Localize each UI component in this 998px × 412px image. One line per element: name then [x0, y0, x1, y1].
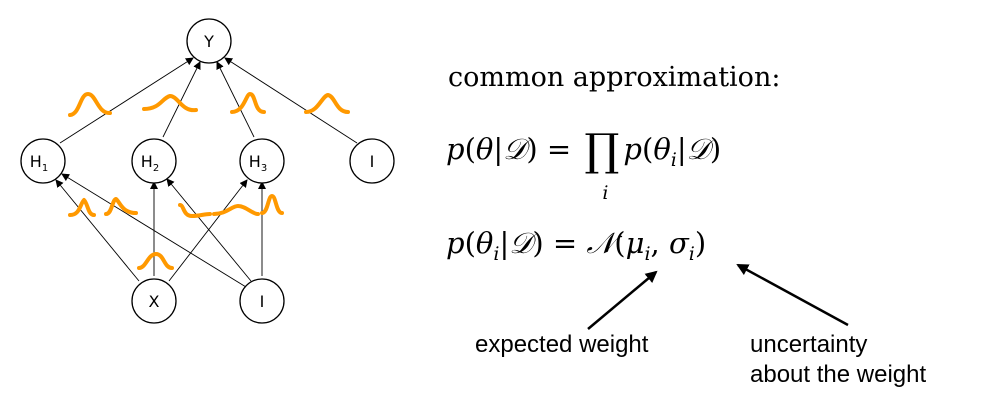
edge-biastop-y	[224, 57, 358, 144]
edge-x-h1	[55, 179, 140, 282]
weight-distribution-biastop-y	[304, 93, 350, 114]
weight-distribution-h1-y	[68, 92, 112, 117]
weight-distribution-h3-y	[230, 92, 266, 114]
node-bias-top: I	[349, 138, 395, 184]
uncertainty-label: uncertainty about the weight	[750, 330, 926, 390]
edge-x-h3	[168, 179, 248, 282]
weight-distribution-h2-y	[142, 94, 198, 113]
product-symbol: ∏ i	[584, 125, 620, 205]
neural-network-diagram: Y H1 H2 H3 I X I	[20, 18, 395, 324]
weight-distribution-x-h3	[212, 204, 260, 216]
svg-text:H3: H3	[249, 152, 267, 174]
node-h2: H2	[131, 138, 177, 184]
edge-h1-y	[59, 57, 194, 144]
node-h3: H3	[239, 138, 285, 184]
edge-h3-y	[216, 61, 255, 138]
node-bias-bottom: I	[239, 278, 285, 324]
edge-biasbottom-h2	[166, 178, 252, 282]
svg-text:Y: Y	[203, 32, 214, 51]
edge-h2-y	[162, 61, 201, 138]
svg-text:H2: H2	[141, 152, 159, 174]
posterior-factorization-equation: p(θ|𝒟) = ∏ i p(θi|𝒟)	[446, 125, 722, 205]
node-h1: H1	[20, 138, 66, 184]
weight-distribution-x-h2	[137, 252, 174, 270]
weight-distribution-biasbottom-h2	[178, 203, 212, 218]
arrow-to-mean	[587, 270, 658, 330]
weight-distribution-biasbottom-h3	[260, 194, 284, 215]
approximation-heading: common approximation:	[448, 62, 781, 93]
gaussian-weight-equation: p(θi|𝒟) = 𝒩(μi, σi)	[446, 226, 707, 265]
expected-weight-label: expected weight	[475, 331, 649, 358]
edge-biasbottom-h1	[61, 173, 247, 288]
svg-text:H1: H1	[30, 152, 48, 174]
node-y: Y	[186, 18, 232, 64]
uncertainty-label-line1: uncertainty	[750, 331, 868, 358]
svg-text:I: I	[370, 152, 375, 171]
uncertainty-label-line2: about the weight	[750, 361, 927, 388]
arrow-to-sigma	[736, 263, 849, 327]
weight-distribution-biasbottom-h1	[104, 197, 138, 216]
svg-text:X: X	[149, 292, 160, 311]
svg-text:I: I	[260, 292, 265, 311]
node-x: X	[131, 278, 177, 324]
weight-distribution-x-h1	[68, 198, 96, 217]
